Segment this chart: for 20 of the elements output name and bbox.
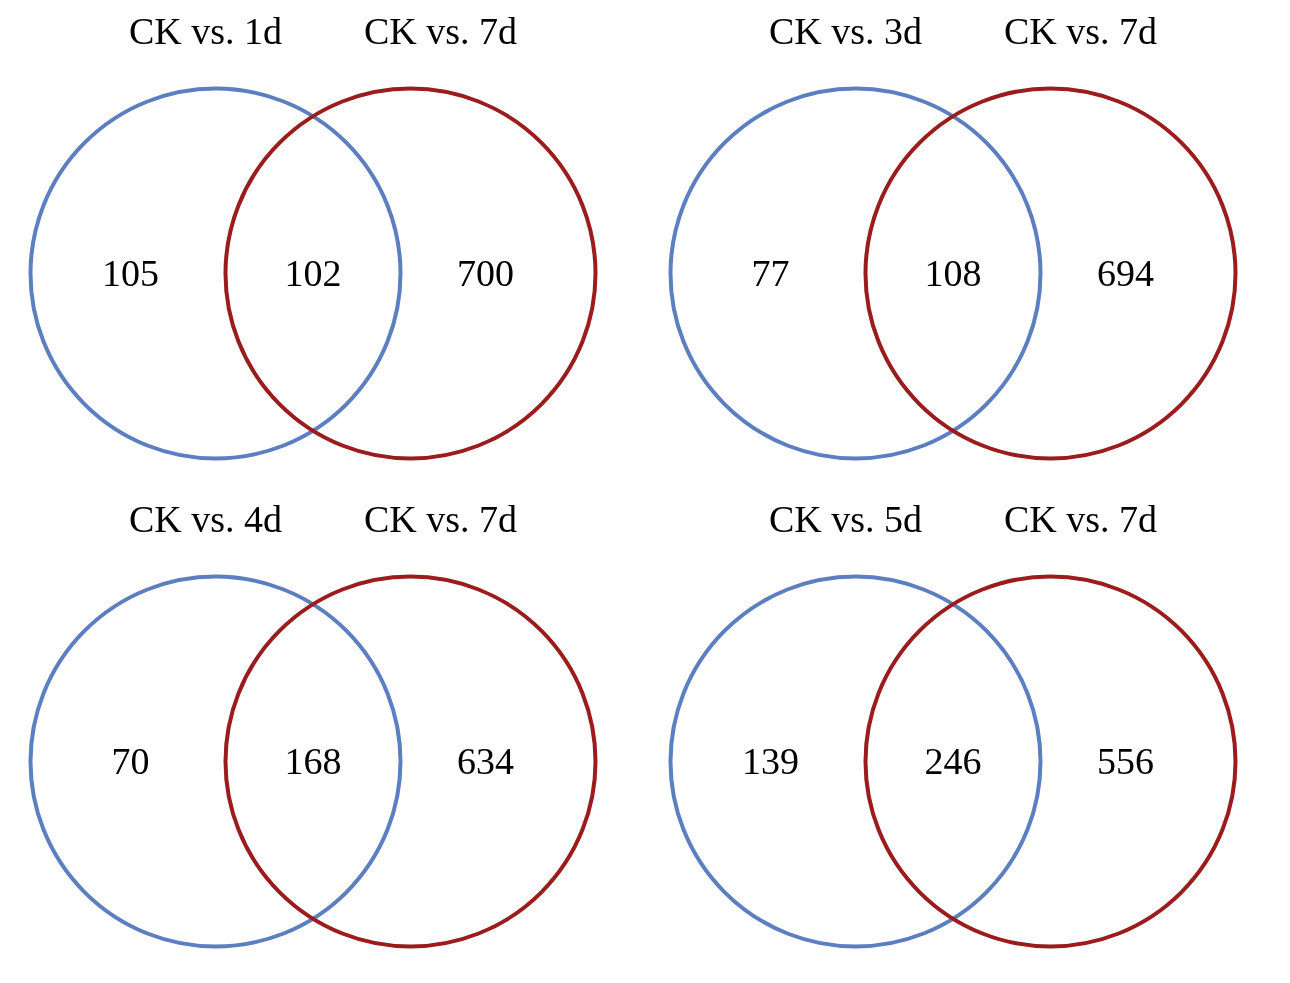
data-label: 102 (284, 252, 342, 294)
data-label: 105 (102, 252, 159, 294)
text: CK vs. 7d (1003, 497, 1158, 540)
text: CK vs. 4d (128, 497, 283, 540)
data-label: 700 (457, 252, 514, 294)
text: CK vs. 7d (1003, 9, 1158, 52)
data-label: 108 (924, 252, 982, 294)
data-label: 168 (284, 740, 342, 782)
text: CK vs. 7d (363, 9, 518, 52)
text: CK vs. 3d (768, 9, 923, 52)
text: CK vs. 5d (768, 497, 923, 540)
data-label: 246 (924, 740, 982, 782)
data-label: 70 (111, 740, 150, 782)
text: CK vs. 1d (128, 9, 283, 52)
data-label: 634 (457, 740, 514, 782)
data-label: 139 (742, 740, 799, 782)
data-label: 694 (1097, 252, 1154, 294)
data-label: 77 (751, 252, 790, 294)
data-label: 556 (1097, 740, 1154, 782)
text: CK vs. 7d (363, 497, 518, 540)
